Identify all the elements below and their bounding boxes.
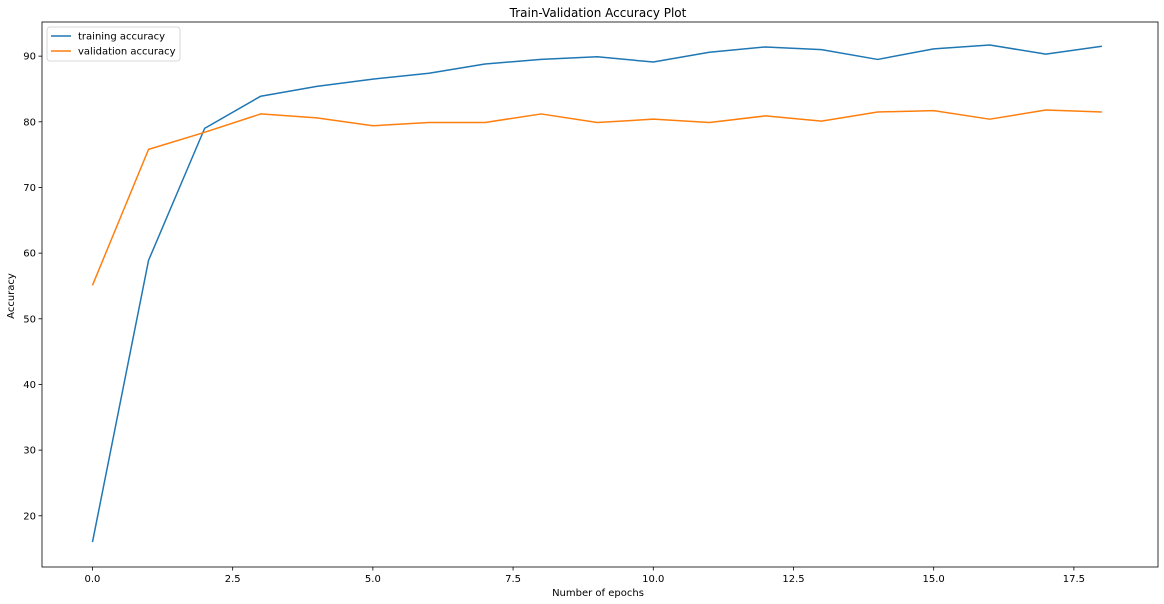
y-tick-label: 80: [23, 117, 36, 128]
y-axis: 20 30 40 50 60 70 80 90: [23, 52, 42, 522]
series-lines: [91, 44, 1103, 543]
legend-label-validation: validation accuracy: [78, 47, 176, 58]
y-tick-label: 20: [23, 511, 36, 522]
y-tick-label: 90: [23, 52, 36, 63]
chart-title: Train-Validation Accuracy Plot: [509, 6, 687, 20]
x-tick-label: 17.5: [1063, 574, 1085, 585]
plot-area-frame: [41, 21, 1159, 568]
x-axis: 0.0 2.5 5.0 7.5 10.0 12.5 15.0 17.5: [85, 567, 1085, 585]
y-axis-title: Accuracy: [6, 273, 17, 319]
x-tick-label: 5.0: [365, 574, 381, 585]
x-tick-label: 2.5: [225, 574, 241, 585]
y-tick-label: 60: [23, 249, 36, 260]
legend-box: [46, 26, 181, 62]
x-tick-label: 10.0: [642, 574, 664, 585]
y-tick-label: 70: [23, 183, 36, 194]
x-axis-title: Number of epochs: [552, 588, 644, 599]
legend-label-training: training accuracy: [78, 32, 165, 43]
series-line-validation-accuracy: [91, 109, 1102, 286]
series-line-training-accuracy: [91, 44, 1103, 543]
y-tick-label: 50: [23, 314, 36, 325]
y-tick-label: 40: [23, 380, 36, 391]
x-tick-label: 0.0: [85, 574, 101, 585]
x-tick-label: 15.0: [923, 574, 945, 585]
x-tick-label: 12.5: [782, 574, 804, 585]
legend: training accuracy validation accuracy: [46, 26, 181, 62]
y-tick-label: 30: [23, 446, 36, 457]
x-tick-label: 7.5: [505, 574, 521, 585]
